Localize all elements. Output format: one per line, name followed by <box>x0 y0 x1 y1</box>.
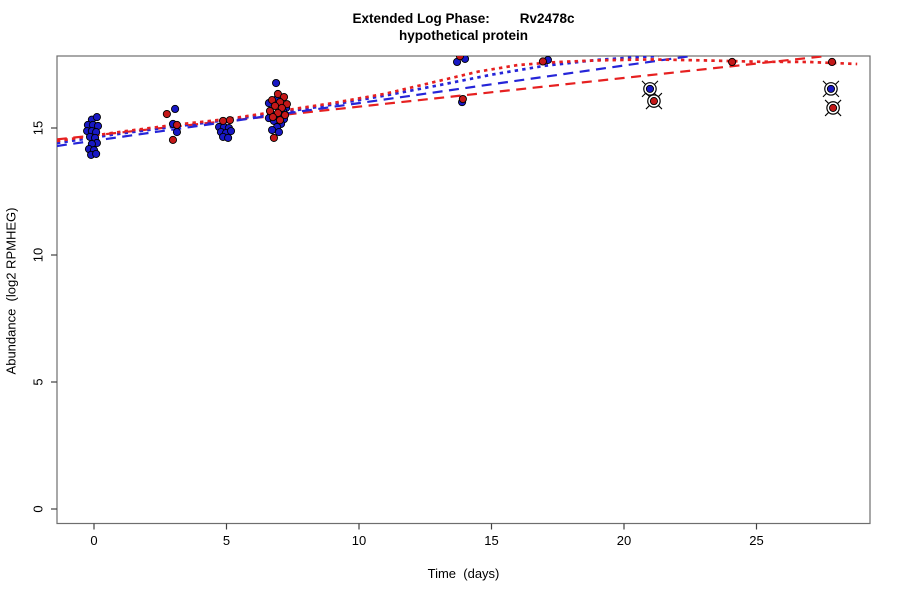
x-tick-label: 25 <box>749 533 764 548</box>
x-tick-label: 10 <box>351 533 367 548</box>
flagged-red-point <box>649 97 658 106</box>
flagged-blue-point <box>826 84 836 93</box>
y-tick-label: 0 <box>30 505 46 513</box>
x-tick-label: 20 <box>616 533 632 548</box>
replicate-blue-point <box>274 128 284 137</box>
plot-title-line1: Extended Log Phase: Rv2478c <box>352 11 575 26</box>
replicate-blue-point <box>272 78 281 88</box>
blue-linear-fit-line <box>57 56 691 148</box>
x-axis-label: Time (days) <box>427 566 500 581</box>
red-loess-fit-line <box>57 58 858 143</box>
replicate-red-point <box>268 113 277 122</box>
replicate-blue-point <box>172 128 181 137</box>
replicate-blue-point <box>224 133 233 142</box>
plot-title-line2: hypothetical protein <box>398 28 528 43</box>
replicate-red-point <box>728 57 737 67</box>
flagged-red-point <box>829 103 838 112</box>
x-tick-label: 5 <box>222 533 231 548</box>
replicate-red-point <box>269 133 278 142</box>
flagged-blue-point <box>645 84 655 93</box>
replicate-blue-point <box>171 104 180 113</box>
red-linear-fit-line <box>57 56 826 141</box>
y-tick-label: 5 <box>30 378 46 386</box>
replicate-blue-point <box>268 125 277 135</box>
replicate-red-point <box>281 110 290 120</box>
y-tick-label: 10 <box>30 247 46 263</box>
replicate-blue-point <box>92 149 101 158</box>
y-tick-label: 15 <box>30 120 46 136</box>
y-axis-label: Abundance (log2 RPMHEG) <box>3 207 19 375</box>
replicate-red-point <box>455 56 465 61</box>
replicate-red-point <box>172 120 181 130</box>
x-tick-label: 0 <box>90 533 98 548</box>
replicate-blue-point <box>92 113 101 122</box>
replicate-red-point <box>538 57 547 66</box>
replicate-red-point <box>162 109 171 119</box>
replicate-red-point <box>219 116 228 125</box>
replicate-blue-point <box>226 126 236 136</box>
replicate-red-point <box>827 57 837 67</box>
replicate-red-point <box>225 116 234 125</box>
replicate-red-point <box>275 116 285 125</box>
replicate-red-point <box>168 135 178 144</box>
replicate-red-point <box>458 94 467 104</box>
x-tick-label: 15 <box>484 533 499 548</box>
